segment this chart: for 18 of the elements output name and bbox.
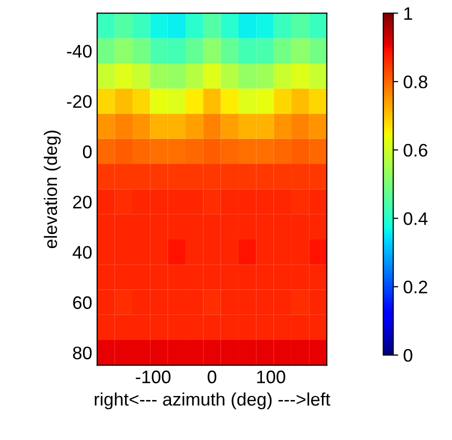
y-axis-title: elevation (deg) [44,130,61,248]
color-bar-label: 0.8 [404,76,428,88]
color-bar-label: 0.6 [404,144,428,157]
y-tick-label: 40 [72,246,92,259]
y-tick-label: 60 [73,296,92,310]
y-tick-label: 20 [73,196,92,208]
y-tick-label: -40 [67,44,92,58]
y-tick-label: -20 [67,95,92,108]
color-bar-label: 0.4 [404,212,428,226]
color-bar-label: 0 [404,349,412,362]
y-tick-label: 80 [73,346,92,360]
x-tick-label: 100 [257,370,286,384]
x-tick-label: 0 [208,370,216,384]
x-axis-title: right<--- azimuth (deg) --->left [94,392,330,410]
x-tick-label: -100 [136,370,170,384]
color-bar-label: 0.2 [404,280,428,294]
color-bar-label: 1 [404,7,412,20]
y-tick-label: 0 [82,145,92,158]
